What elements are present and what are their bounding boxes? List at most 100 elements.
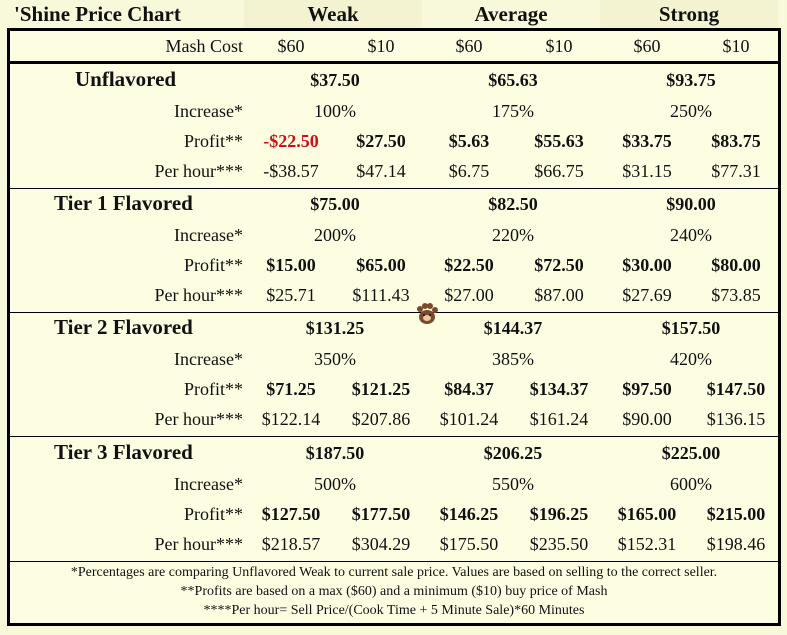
- profit-value: $72.50: [534, 255, 584, 275]
- footnote-profits: **Profits are based on a max ($60) and a…: [180, 584, 608, 599]
- per-hour-value: $175.50: [439, 534, 499, 554]
- profit-value: $30.00: [622, 255, 672, 275]
- per-hour-value: $218.57: [261, 534, 321, 554]
- chart-title: 'Shine Price Chart: [0, 0, 244, 28]
- mash-cost-value: $60: [455, 36, 483, 56]
- per-hour-value: $152.31: [617, 534, 677, 554]
- section-title: Unflavored: [75, 67, 177, 91]
- mash-cost-value: $10: [545, 36, 573, 56]
- increase-value: 420%: [670, 349, 712, 369]
- profit-value: $84.37: [444, 379, 494, 399]
- per-hour-value: $31.15: [622, 161, 672, 181]
- increase-value: 600%: [670, 474, 712, 494]
- profit-value: $5.63: [448, 131, 490, 151]
- increase-value: 240%: [670, 225, 712, 245]
- column-header-average: Average: [422, 0, 600, 28]
- section-unflavored: Unflavored $37.50 $65.63 $93.75 Increase* 100…: [10, 64, 778, 188]
- profit-value: $121.25: [351, 379, 411, 399]
- profit-value: $22.50: [444, 255, 494, 275]
- sell-price: $187.50: [305, 443, 365, 463]
- profit-value: $134.37: [529, 379, 589, 399]
- profit-value: $97.50: [622, 379, 672, 399]
- profit-value: $127.50: [261, 504, 321, 524]
- profit-value: $196.25: [529, 504, 589, 524]
- per-hour-value: $27.00: [444, 285, 494, 305]
- increase-value: 250%: [670, 101, 712, 121]
- per-hour-value: $90.00: [622, 409, 672, 429]
- section-tier-3-flavored: Tier 3 Flavored $187.50 $206.25 $225.00 Incr…: [10, 437, 778, 561]
- per-hour-value: $304.29: [351, 534, 411, 554]
- increase-value: 350%: [314, 349, 356, 369]
- sell-price: $131.25: [305, 318, 365, 338]
- divider: [10, 61, 778, 64]
- divider: [10, 561, 778, 562]
- mash-cost-value: $60: [633, 36, 661, 56]
- increase-value: 500%: [314, 474, 356, 494]
- per-hour-value: $73.85: [711, 285, 761, 305]
- profit-value: -$22.50: [263, 131, 319, 151]
- section-title: Tier 1 Flavored: [54, 191, 193, 215]
- profit-label: Profit**: [183, 131, 243, 151]
- sell-price: $37.50: [310, 70, 360, 90]
- increase-label: Increase*: [174, 474, 243, 494]
- section-tier-1-flavored: Tier 1 Flavored $75.00 $82.50 $90.00 Increas…: [10, 188, 778, 312]
- sell-price: $157.50: [661, 318, 721, 338]
- profit-value: $15.00: [266, 255, 316, 275]
- per-hour-value: $207.86: [351, 409, 411, 429]
- column-header-strong: Strong: [600, 0, 778, 28]
- footnotes: *Percentages are comparing Unflavored We…: [10, 563, 778, 620]
- column-header-weak: Weak: [244, 0, 422, 28]
- per-hour-label: Per hour***: [154, 285, 244, 305]
- section-tier-2-flavored: Tier 2 Flavored $131.25 $144.37 $157.50 Incr…: [10, 312, 778, 436]
- profit-label: Profit**: [183, 255, 243, 275]
- per-hour-value: -$38.57: [263, 161, 319, 181]
- increase-value: 385%: [492, 349, 534, 369]
- mash-cost-value: $60: [277, 36, 305, 56]
- per-hour-label: Per hour***: [154, 161, 244, 181]
- per-hour-value: $136.15: [706, 409, 766, 429]
- increase-label: Increase*: [174, 101, 243, 121]
- section-title: Tier 2 Flavored: [54, 315, 193, 339]
- increase-value: 200%: [314, 225, 356, 245]
- increase-value: 100%: [314, 101, 356, 121]
- per-hour-value: $122.14: [261, 409, 321, 429]
- per-hour-value: $25.71: [266, 285, 316, 305]
- divider: [10, 312, 778, 313]
- divider: [10, 188, 778, 189]
- mash-cost-label: Mash Cost: [165, 36, 243, 56]
- profit-label: Profit**: [183, 504, 243, 524]
- per-hour-value: $77.31: [711, 161, 761, 181]
- sell-price: $206.25: [483, 443, 543, 463]
- profit-value: $55.63: [534, 131, 584, 151]
- increase-value: 220%: [492, 225, 534, 245]
- mash-cost-value: $10: [367, 36, 395, 56]
- increase-label: Increase*: [174, 225, 243, 245]
- increase-value: 550%: [492, 474, 534, 494]
- profit-value: $177.50: [351, 504, 411, 524]
- per-hour-value: $47.14: [356, 161, 406, 181]
- per-hour-value: $6.75: [448, 161, 490, 181]
- profit-value: $147.50: [706, 379, 766, 399]
- per-hour-label: Per hour***: [154, 534, 244, 554]
- profit-value: $165.00: [617, 504, 677, 524]
- sell-price: $75.00: [310, 194, 360, 214]
- profit-label: Profit**: [183, 379, 243, 399]
- sell-price: $82.50: [488, 194, 538, 214]
- mash-cost-value: $10: [722, 36, 750, 56]
- profit-value: $27.50: [356, 131, 406, 151]
- sell-price: $93.75: [666, 70, 716, 90]
- sell-price: $225.00: [661, 443, 721, 463]
- mash-cost-row: Mash Cost $60 $10 $60 $10 $60 $10: [10, 31, 778, 61]
- footnote-percentages: *Percentages are comparing Unflavored We…: [70, 565, 718, 580]
- per-hour-value: $111.43: [352, 285, 410, 305]
- price-table: Mash Cost $60 $10 $60 $10 $60 $10 Unflav…: [7, 28, 781, 626]
- profit-value: $215.00: [706, 504, 766, 524]
- increase-value: 175%: [492, 101, 534, 121]
- sell-price: $65.63: [488, 70, 538, 90]
- sell-price: $90.00: [666, 194, 716, 214]
- profit-value: $65.00: [356, 255, 406, 275]
- profit-value: $71.25: [266, 379, 316, 399]
- per-hour-label: Per hour***: [154, 409, 244, 429]
- profit-value: $146.25: [439, 504, 499, 524]
- chart-header: 'Shine Price Chart Weak Average Strong: [0, 0, 787, 28]
